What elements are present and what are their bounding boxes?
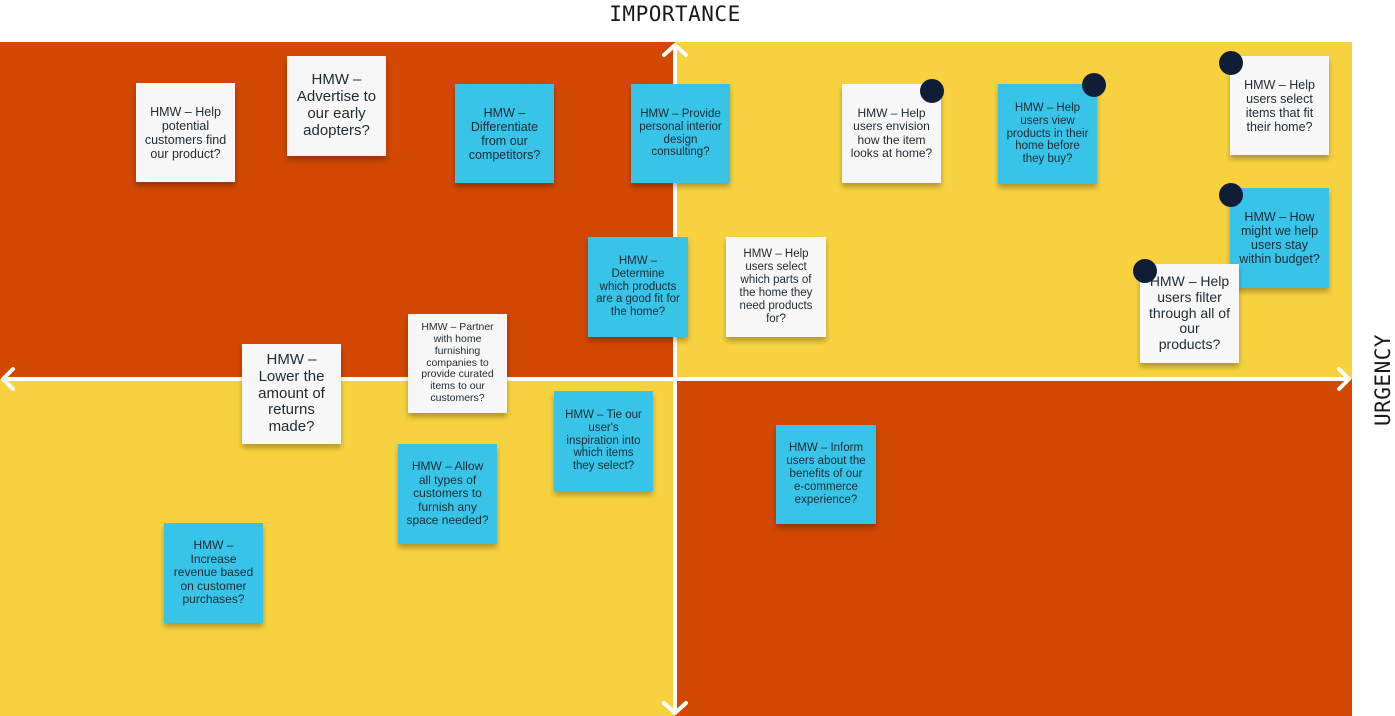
sticky-note-filter-products[interactable]: HMW – Help users filter through all of o… — [1140, 264, 1239, 363]
vote-dot-view-products[interactable] — [1082, 73, 1106, 97]
sticky-note-help-customers-find-product[interactable]: HMW – Help potential customers find our … — [136, 83, 235, 182]
sticky-note-determine-good-fit[interactable]: HMW – Determine which products are a goo… — [588, 237, 688, 337]
sticky-note-select-items-fit-home[interactable]: HMW – Help users select items that fit t… — [1230, 56, 1329, 155]
vote-dot-filter-products[interactable] — [1133, 259, 1157, 283]
vote-dot-stay-within-budget[interactable] — [1219, 183, 1243, 207]
vote-dot-select-items[interactable] — [1219, 51, 1243, 75]
sticky-note-increase-revenue[interactable]: HMW – Increase revenue based on customer… — [164, 523, 263, 623]
sticky-note-partner-home-furnishing[interactable]: HMW – Partner with home furnishing compa… — [408, 314, 507, 413]
sticky-note-furnish-any-space[interactable]: HMW – Allow all types of customers to fu… — [398, 444, 497, 544]
sticky-note-interior-design-consulting[interactable]: HMW – Provide personal interior design c… — [631, 84, 730, 183]
sticky-note-stay-within-budget[interactable]: HMW – How might we help users stay withi… — [1230, 188, 1329, 288]
sticky-note-lower-returns[interactable]: HMW – Lower the amount of returns made? — [242, 344, 341, 444]
importance-axis-title: IMPORTANCE — [609, 2, 741, 26]
sticky-note-advertise-early-adopters[interactable]: HMW – Advertise to our early adopters? — [287, 56, 386, 156]
sticky-note-view-products-before-buy[interactable]: HMW – Help users view products in their … — [998, 84, 1097, 184]
sticky-note-inform-ecommerce-benefits[interactable]: HMW – Inform users about the benefits of… — [776, 425, 876, 524]
vote-dot-envision-item[interactable] — [920, 79, 944, 103]
sticky-note-select-parts-of-home[interactable]: HMW – Help users select which parts of t… — [726, 237, 826, 337]
sticky-note-differentiate-competitors[interactable]: HMW – Differentiate from our competitors… — [455, 84, 554, 183]
urgency-axis-title: URGENCY — [1371, 333, 1395, 427]
sticky-note-tie-inspiration[interactable]: HMW – Tie our user's inspiration into wh… — [554, 391, 653, 491]
